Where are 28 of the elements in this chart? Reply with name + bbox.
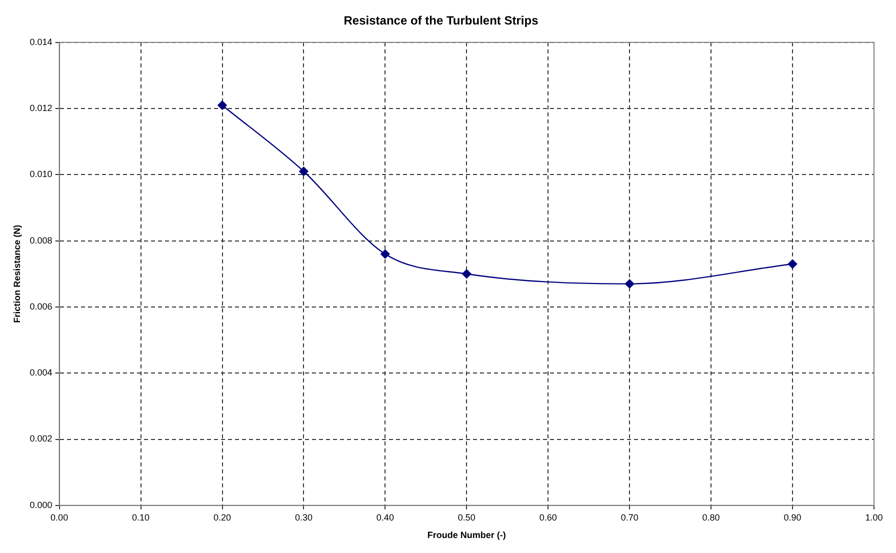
chart-title: Resistance of the Turbulent Strips — [344, 14, 539, 28]
y-tick-label: 0.010 — [30, 169, 52, 180]
x-tick-label: 0.00 — [50, 512, 68, 522]
y-tick-label: 0.014 — [30, 36, 52, 47]
x-tick-label: 0.20 — [213, 512, 232, 522]
x-tick-label: 1.00 — [865, 512, 883, 522]
x-tick-label: 0.90 — [784, 512, 802, 522]
x-tick-label: 0.80 — [702, 512, 720, 522]
point — [380, 249, 390, 259]
point — [299, 166, 308, 176]
y-axis-title: Friction Resistance (N) — [12, 224, 22, 323]
y-tick-label: 0.004 — [30, 368, 52, 378]
x-tick-label: 0.60 — [539, 512, 557, 522]
x-axis-title: Froude Number (-) — [427, 530, 506, 540]
y-tick-label: 0.008 — [30, 235, 52, 246]
x-tick-label: 0.30 — [294, 512, 312, 522]
point — [462, 269, 472, 278]
point — [788, 259, 798, 269]
y-tick-label: 0.002 — [30, 434, 52, 444]
x-tick-label: 0.70 — [620, 512, 638, 522]
point — [218, 100, 227, 110]
y-tick-label: 0.006 — [30, 301, 52, 312]
y-tick-label: 0.012 — [30, 103, 52, 114]
y-tick-label: 0.000 — [30, 500, 52, 510]
x-tick-label: 0.10 — [132, 512, 150, 522]
x-tick-label: 0.40 — [376, 512, 394, 522]
point — [624, 279, 634, 288]
x-tick-label: 0.50 — [458, 512, 476, 522]
